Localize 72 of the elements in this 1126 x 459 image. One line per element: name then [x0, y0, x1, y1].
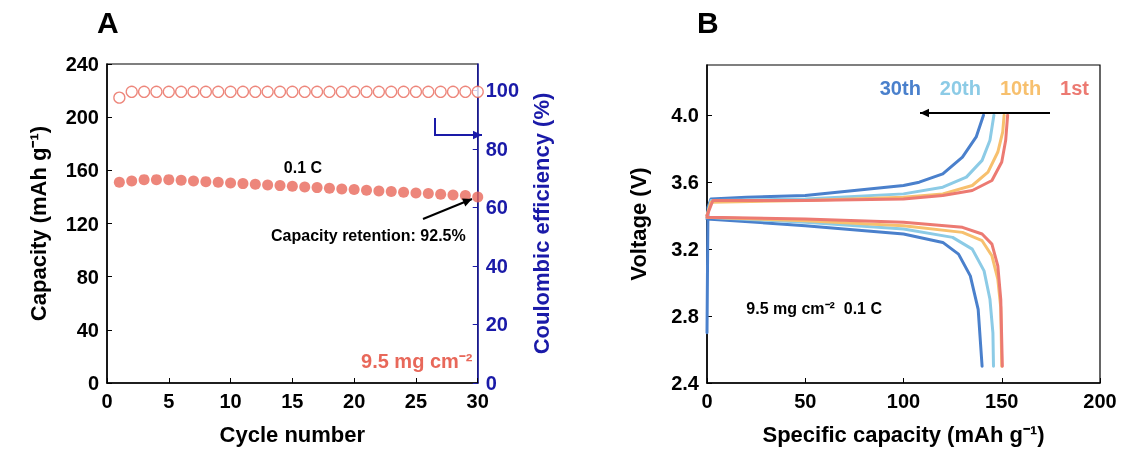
annotation: Capacity retention: 92.5%	[271, 226, 466, 245]
point	[373, 185, 385, 197]
x-tick-label: 25	[404, 390, 428, 412]
x-tick-label: 20	[343, 390, 366, 412]
y-tick-label: 240	[65, 53, 99, 75]
annotation: 9.5 mg cm⁻² 0.1 C	[746, 299, 883, 317]
y-tick-label: 120	[65, 212, 99, 235]
point	[249, 178, 261, 190]
y-tick-label: 200	[65, 106, 99, 129]
annotation: 0.1 C	[283, 159, 323, 177]
x-tick-label: 200	[1083, 390, 1117, 412]
y2-tick-label: 20	[485, 313, 508, 336]
point	[422, 188, 434, 200]
x-tick-label: 0	[701, 390, 713, 412]
point	[200, 176, 212, 188]
point	[175, 174, 187, 186]
point	[398, 186, 410, 198]
point	[188, 175, 199, 187]
x-tick-label: 10	[219, 390, 242, 412]
point	[262, 179, 274, 191]
x-tick-label: 5	[163, 390, 175, 412]
point	[435, 188, 447, 200]
point	[410, 187, 422, 199]
series-label: 10th	[999, 77, 1042, 99]
x-tick-label: 50	[794, 390, 817, 412]
x-axis-title: Specific capacity (mAh g⁻¹)	[762, 421, 1045, 447]
y-tick-label: 0	[87, 372, 99, 394]
y2-axis-title: Coulombic efficiency (%)	[528, 92, 554, 355]
y-tick-label: 40	[76, 318, 99, 341]
text: 30th	[879, 77, 921, 99]
y2-tick-label: 60	[485, 196, 508, 219]
y-tick-label: 3.6	[671, 171, 699, 194]
point	[348, 184, 360, 196]
y2-tick-label: 40	[485, 254, 508, 277]
series-label: 20th	[939, 77, 981, 99]
x-tick-label: 15	[281, 390, 304, 412]
point	[212, 176, 224, 188]
point	[299, 181, 311, 193]
point	[274, 180, 286, 192]
point	[286, 180, 298, 192]
y-tick-label: 2.8	[671, 305, 699, 328]
point	[447, 189, 459, 201]
point	[323, 182, 335, 194]
point	[138, 174, 150, 186]
x-tick-label: 100	[886, 390, 921, 412]
point	[472, 191, 484, 203]
y-tick-label: 2.4	[671, 372, 700, 394]
point	[225, 177, 237, 189]
point	[113, 176, 125, 188]
y-tick-label: 4.0	[671, 104, 699, 127]
x-tick-label: 0	[101, 390, 113, 412]
point	[385, 186, 397, 198]
point	[150, 174, 162, 186]
x-axis-title: Cycle number	[219, 421, 366, 447]
chart-title: A	[97, 5, 119, 39]
chart-title: B	[697, 5, 719, 39]
y2-tick-label: 100	[485, 79, 520, 102]
x-tick-label: 150	[985, 390, 1019, 412]
point	[237, 178, 249, 190]
text: 1st	[1060, 77, 1090, 99]
point	[163, 174, 175, 186]
y2-tick-label: 80	[485, 137, 508, 160]
y-tick-label: 160	[65, 159, 99, 182]
annotation: 9.5 mg cm⁻²	[361, 350, 473, 373]
y-axis-title: Capacity (mAh g⁻¹)	[25, 125, 51, 322]
point	[126, 175, 138, 187]
y-tick-label: 3.2	[671, 238, 699, 261]
point	[336, 183, 348, 195]
point	[311, 182, 323, 194]
point	[361, 184, 373, 196]
y-axis-title: Voltage (V)	[625, 167, 651, 281]
y-tick-label: 80	[76, 265, 99, 288]
